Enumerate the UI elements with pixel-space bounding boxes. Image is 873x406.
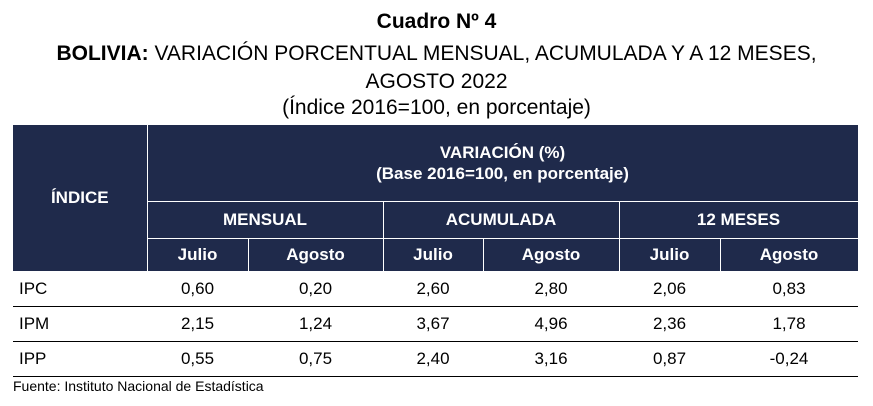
- group-header-12-meses: 12 MESES: [618, 201, 859, 239]
- table-cell: 2,40: [383, 341, 483, 377]
- table-cell: 2,36: [619, 306, 720, 342]
- row-label: IPP: [13, 341, 147, 377]
- table-cell: -0,24: [720, 341, 858, 377]
- variation-header-subtitle: (Base 2016=100, en porcentaje): [376, 164, 629, 183]
- variation-header: VARIACIÓN (%) (Base 2016=100, en porcent…: [146, 124, 859, 202]
- table-cell: 2,80: [483, 271, 619, 307]
- month-header: Agosto: [719, 238, 859, 272]
- table-title-period: AGOSTO 2022: [365, 70, 508, 93]
- table-cell: 0,87: [619, 341, 720, 377]
- table-cell: 0,20: [248, 271, 383, 307]
- table-title: BOLIVIA: VARIACIÓN PORCENTUAL MENSUAL, A…: [0, 42, 873, 66]
- month-header: Agosto: [247, 238, 384, 272]
- variation-table: ÍNDICE VARIACIÓN (%) (Base 2016=100, en …: [13, 124, 859, 377]
- row-label: IPM: [13, 306, 147, 342]
- table-cell: 0,75: [248, 341, 383, 377]
- table-cell: 1,78: [720, 306, 858, 342]
- table-cell: 2,06: [619, 271, 720, 307]
- month-header: Julio: [382, 238, 484, 272]
- source-note: Fuente: Instituto Nacional de Estadístic…: [13, 378, 264, 394]
- table-cell: 1,24: [248, 306, 383, 342]
- table-cell: 4,96: [483, 306, 619, 342]
- group-header-mensual: MENSUAL: [146, 201, 384, 239]
- table-number: Cuadro Nº 4: [376, 10, 497, 33]
- table-row: IPM 2,15 1,24 3,67 4,96 2,36 1,78: [13, 306, 858, 342]
- table-subtitle: (Índice 2016=100, en porcentaje): [282, 96, 591, 119]
- month-header: Julio: [618, 238, 721, 272]
- title-country: BOLIVIA:: [56, 42, 149, 65]
- table-cell: 0,83: [720, 271, 858, 307]
- variation-header-title: VARIACIÓN (%): [439, 143, 566, 162]
- row-label: IPC: [13, 271, 147, 307]
- table-cell: 2,15: [147, 306, 248, 342]
- index-header: ÍNDICE: [13, 124, 148, 272]
- month-header: Agosto: [482, 238, 620, 272]
- title-text: VARIACIÓN PORCENTUAL MENSUAL, ACUMULADA …: [148, 42, 817, 65]
- table-cell: 0,60: [147, 271, 248, 307]
- table-cell: 3,67: [383, 306, 483, 342]
- table-row: IPC 0,60 0,20 2,60 2,80 2,06 0,83: [13, 271, 858, 307]
- month-header: Julio: [146, 238, 249, 272]
- table-row: IPP 0,55 0,75 2,40 3,16 0,87 -0,24: [13, 341, 858, 377]
- table-cell: 0,55: [147, 341, 248, 377]
- table-cell: 2,60: [383, 271, 483, 307]
- group-header-acumulada: ACUMULADA: [382, 201, 620, 239]
- table-cell: 3,16: [483, 341, 619, 377]
